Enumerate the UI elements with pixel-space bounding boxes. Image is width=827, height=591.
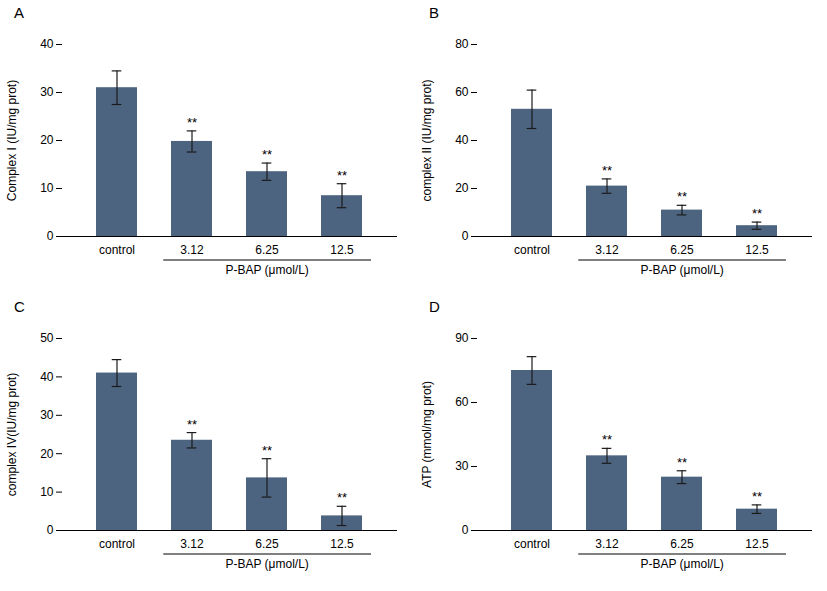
svg-text:3.12: 3.12: [595, 243, 619, 257]
svg-text:10: 10: [40, 485, 54, 499]
html-text:D: D: [429, 298, 440, 315]
svg-text:80: 80: [455, 37, 469, 51]
svg-text:0: 0: [47, 523, 54, 537]
svg-text:20: 20: [40, 133, 54, 147]
svg-text:**: **: [602, 163, 612, 178]
svg-text:**: **: [752, 206, 762, 221]
svg-text:6.25: 6.25: [255, 537, 279, 551]
svg-text:6.25: 6.25: [670, 537, 694, 551]
svg-text:**: **: [752, 489, 762, 504]
svg-text:40: 40: [40, 37, 54, 51]
svg-text:12.5: 12.5: [330, 243, 354, 257]
svg-text:12.5: 12.5: [330, 537, 354, 551]
svg-text:10: 10: [40, 181, 54, 195]
svg-text:12.5: 12.5: [745, 537, 769, 551]
svg-text:60: 60: [455, 85, 469, 99]
svg-text:50: 50: [40, 331, 54, 345]
svg-text:P-BAP (μmol/L): P-BAP (μmol/L): [225, 263, 308, 277]
svg-text:complex IV(IU/mg prot): complex IV(IU/mg prot): [5, 373, 19, 496]
svg-text:0: 0: [462, 523, 469, 537]
svg-text:30: 30: [40, 85, 54, 99]
svg-text:complex II (IU/mg prot): complex II (IU/mg prot): [420, 79, 434, 201]
svg-text:**: **: [677, 189, 687, 204]
svg-text:control: control: [99, 537, 135, 551]
svg-text:20: 20: [40, 447, 54, 461]
svg-text:**: **: [262, 443, 272, 458]
svg-text:ATP (mmol/mg prot): ATP (mmol/mg prot): [420, 381, 434, 488]
svg-text:30: 30: [455, 459, 469, 473]
svg-text:3.12: 3.12: [180, 243, 204, 257]
html-text:A: A: [14, 4, 24, 21]
svg-text:3.12: 3.12: [180, 537, 204, 551]
svg-text:control: control: [514, 537, 550, 551]
svg-text:20: 20: [455, 181, 469, 195]
svg-text:0: 0: [462, 229, 469, 243]
svg-text:40: 40: [40, 370, 54, 384]
svg-text:**: **: [337, 168, 347, 183]
svg-text:90: 90: [455, 331, 469, 345]
svg-text:0: 0: [47, 229, 54, 243]
svg-text:P-BAP (μmol/L): P-BAP (μmol/L): [640, 263, 723, 277]
svg-text:P-BAP (μmol/L): P-BAP (μmol/L): [225, 557, 308, 571]
svg-text:**: **: [602, 432, 612, 447]
svg-text:12.5: 12.5: [745, 243, 769, 257]
svg-text:control: control: [99, 243, 135, 257]
svg-text:**: **: [187, 115, 197, 130]
svg-text:6.25: 6.25: [255, 243, 279, 257]
html-text:B: B: [429, 4, 439, 21]
svg-text:6.25: 6.25: [670, 243, 694, 257]
svg-text:**: **: [187, 417, 197, 432]
svg-text:60: 60: [455, 395, 469, 409]
svg-text:3.12: 3.12: [595, 537, 619, 551]
svg-text:40: 40: [455, 133, 469, 147]
svg-text:**: **: [677, 455, 687, 470]
svg-text:P-BAP (μmol/L): P-BAP (μmol/L): [640, 557, 723, 571]
svg-text:control: control: [514, 243, 550, 257]
svg-text:**: **: [262, 147, 272, 162]
svg-text:**: **: [337, 490, 347, 505]
svg-text:Complex I (IU/mg prot): Complex I (IU/mg prot): [5, 80, 19, 201]
html-text:C: C: [14, 298, 25, 315]
svg-text:30: 30: [40, 408, 54, 422]
